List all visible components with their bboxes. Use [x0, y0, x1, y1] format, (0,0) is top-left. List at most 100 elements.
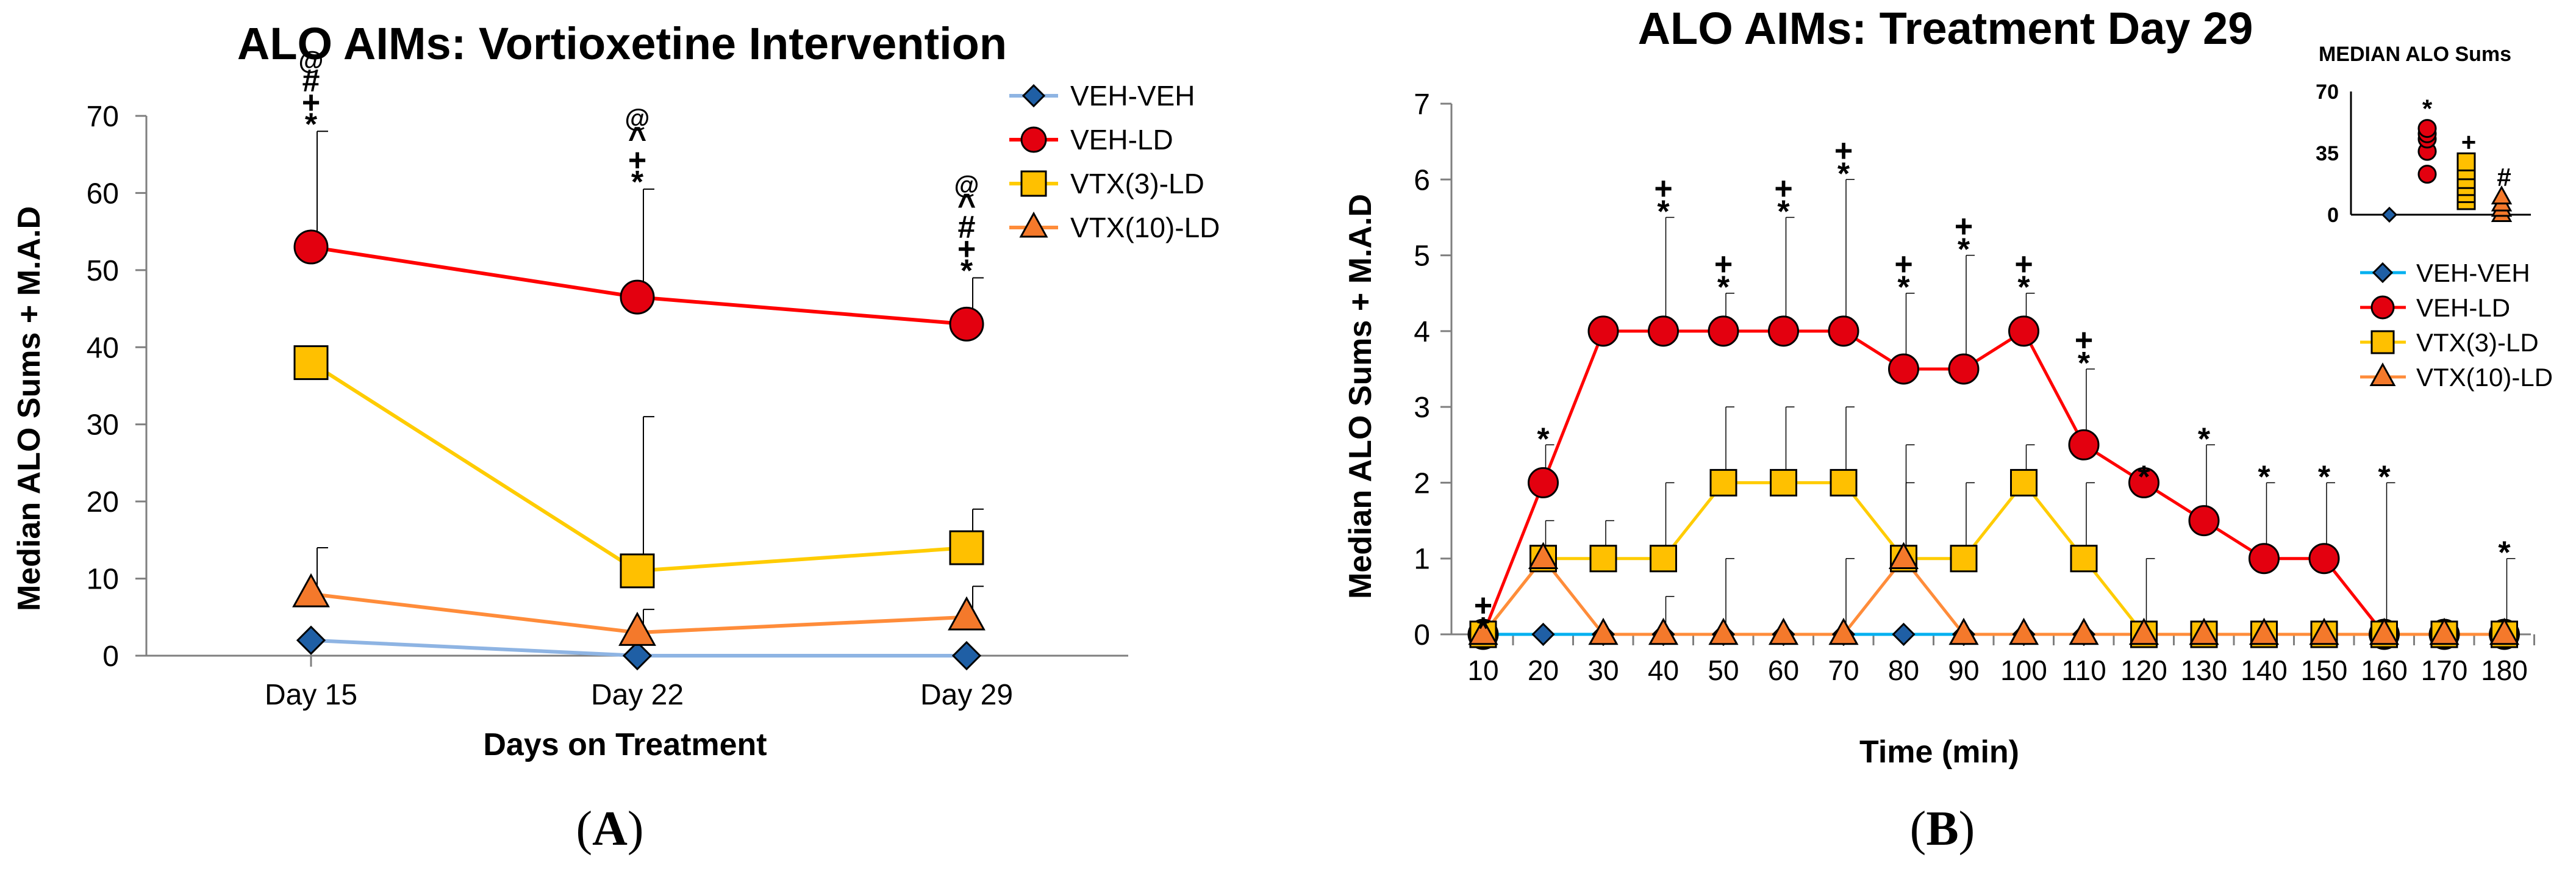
- panel-a-point: [618, 611, 656, 646]
- panel-a-significance-symbol: +: [957, 232, 976, 267]
- panel-b-legend-marker: [2370, 295, 2395, 320]
- panel-b-point: [1948, 617, 1979, 645]
- panel-b-xtick-label: 40: [1648, 654, 1679, 686]
- inset-point: [2491, 185, 2513, 205]
- panel-b-point: [1468, 617, 1498, 645]
- panel-b-series-line: [1482, 556, 2505, 636]
- panel-b-legend-label: VTX(10)-LD: [2416, 363, 2553, 392]
- panel-a-ylabel: Median ALO Sums + M.A.D: [12, 206, 47, 611]
- panel-a-significance-symbol: *: [305, 107, 318, 142]
- panel-b-ytick-label: 5: [1414, 240, 1430, 273]
- panel-b-significance-symbol: *: [2017, 270, 2030, 306]
- panel-b-point: [2309, 617, 2339, 645]
- panel-b-significance-symbol: *: [2378, 459, 2391, 495]
- panel-b-xtick-label: 70: [1828, 654, 1859, 686]
- inset-ytick-label: 35: [2316, 142, 2339, 165]
- inset-point: [2417, 165, 2437, 184]
- panel-b-point: [1648, 617, 1679, 645]
- panel-b-point: [2308, 543, 2340, 575]
- panel-a-xtick-label: Day 15: [265, 679, 357, 711]
- panel-b-xtick-label: 130: [2181, 654, 2228, 686]
- panel-b-significance-symbol: +: [1654, 171, 1672, 206]
- panel-b-point: [1828, 315, 1859, 347]
- panel-b-label: (B): [1910, 802, 1975, 856]
- inset-point: [2417, 119, 2437, 138]
- panel-b-legend-label: VTX(3)-LD: [2416, 328, 2539, 357]
- panel-a-point: [296, 625, 326, 655]
- panel-b-xtick-label: 20: [1528, 654, 1559, 686]
- panel-a-ytick-label: 40: [87, 332, 119, 364]
- panel-a-point: [622, 640, 653, 671]
- inset-chart: MEDIAN ALO Sums 0 35 70 * + #: [2316, 43, 2531, 227]
- inset-significance-symbol: *: [2422, 95, 2433, 123]
- panel-b-significance-symbol: *: [2258, 459, 2270, 495]
- panel-a-title: ALO AIMs: Vortioxetine Intervention: [237, 18, 1007, 69]
- panel-b-significance-symbol: *: [1897, 270, 1910, 306]
- panel-b-point: [1950, 545, 1978, 573]
- panel-b-xlabel: Time (min): [1859, 734, 2019, 770]
- panel-a-xtick-label: Day 29: [920, 679, 1013, 711]
- panel-a-significance-symbol: *: [961, 254, 973, 289]
- panel-b-significance-symbol: +: [1474, 588, 1492, 623]
- panel-b-letter: B: [1926, 802, 1958, 856]
- panel-b-point: [1587, 315, 1619, 347]
- panel-a-ytick-label: 50: [87, 255, 119, 287]
- panel-a-significance-symbol: ^: [957, 188, 976, 223]
- panel-b-point: [2369, 617, 2400, 645]
- inset-title: MEDIAN ALO Sums: [2319, 43, 2511, 66]
- panel-b-point: [1768, 315, 1799, 347]
- panel-b-legend-marker: [2372, 262, 2394, 284]
- panel-a-legend-label: VTX(3)-LD: [1070, 168, 1204, 199]
- panel-a-ytick-label: 0: [102, 640, 119, 673]
- panel-a-xlabel: Days on Treatment: [483, 727, 767, 762]
- panel-b-point: [2008, 617, 2039, 645]
- panel-a-ytick-label: 70: [87, 101, 119, 133]
- panel-b-point: [1588, 617, 1619, 645]
- panel-a-significance-symbol: +: [302, 85, 320, 120]
- panel-b-xtick-label: 110: [2061, 654, 2106, 686]
- panel-b-point: [1531, 622, 1555, 647]
- panel-a-letter: A: [592, 802, 628, 856]
- panel-a-legend: VEH-VEH VEH-LD VTX(3)-LD VTX(10)-LD: [1009, 80, 1220, 243]
- panel-a-point: [949, 530, 984, 565]
- panel-b-significance-symbol: *: [1717, 270, 1730, 306]
- panel-b-legend-label: VEH-LD: [2416, 293, 2510, 322]
- panel-b-ytick-label: 1: [1414, 543, 1430, 576]
- panel-b-point: [2068, 429, 2100, 461]
- panel-a-significance-symbol: @: [299, 46, 324, 74]
- panel-b-significance-symbol: +: [1714, 247, 1733, 282]
- panel-b-xtick-label: 60: [1768, 654, 1799, 686]
- panel-a-ytick-label: 10: [87, 564, 119, 596]
- panel-b-ytick-label: 6: [1414, 164, 1430, 196]
- panel-b-significance-symbol: +: [1774, 171, 1792, 206]
- panel-b-ytick-label: 0: [1414, 619, 1430, 651]
- panel-a-significance-symbol: @: [954, 171, 979, 199]
- inset-ytick-label: 70: [2316, 81, 2339, 104]
- panel-b-point: [1828, 617, 1859, 645]
- panel-b-xtick-label: 170: [2421, 654, 2468, 686]
- panel-b-ytick-label: 7: [1414, 88, 1430, 121]
- panel-a-point: [293, 229, 329, 265]
- panel-b-point: [1709, 468, 1737, 496]
- panel-b-point: [2010, 468, 2038, 496]
- inset-significance-symbol: #: [2497, 163, 2511, 192]
- panel-b-point: [1892, 622, 1916, 647]
- panel-a-legend-marker: [1020, 126, 1047, 153]
- panel-a-series-line: [310, 361, 967, 573]
- panel-b-point: [1648, 315, 1679, 347]
- panel-b-point: [2128, 617, 2159, 645]
- panel-b-xtick-label: 120: [2120, 654, 2167, 686]
- panel-b-significance-symbol: *: [1837, 156, 1850, 192]
- panel-b-significance-symbol: *: [2138, 459, 2150, 495]
- panel-b-significance-symbol: *: [2498, 536, 2511, 571]
- panel-b-point: [2249, 543, 2280, 575]
- panel-b-significance-symbol: *: [1477, 611, 1490, 647]
- panel-b-point: [2188, 505, 2220, 537]
- panel-b-point: [2189, 617, 2219, 645]
- panel-b-series-line: [1482, 480, 2505, 636]
- panel-b: ALO AIMs: Treatment Day 29 Median ALO Su…: [1343, 3, 2553, 856]
- panel-b-xtick-label: 30: [1587, 654, 1619, 686]
- panel-a-legend-label: VEH-LD: [1070, 124, 1173, 156]
- panel-b-point: [2128, 467, 2159, 498]
